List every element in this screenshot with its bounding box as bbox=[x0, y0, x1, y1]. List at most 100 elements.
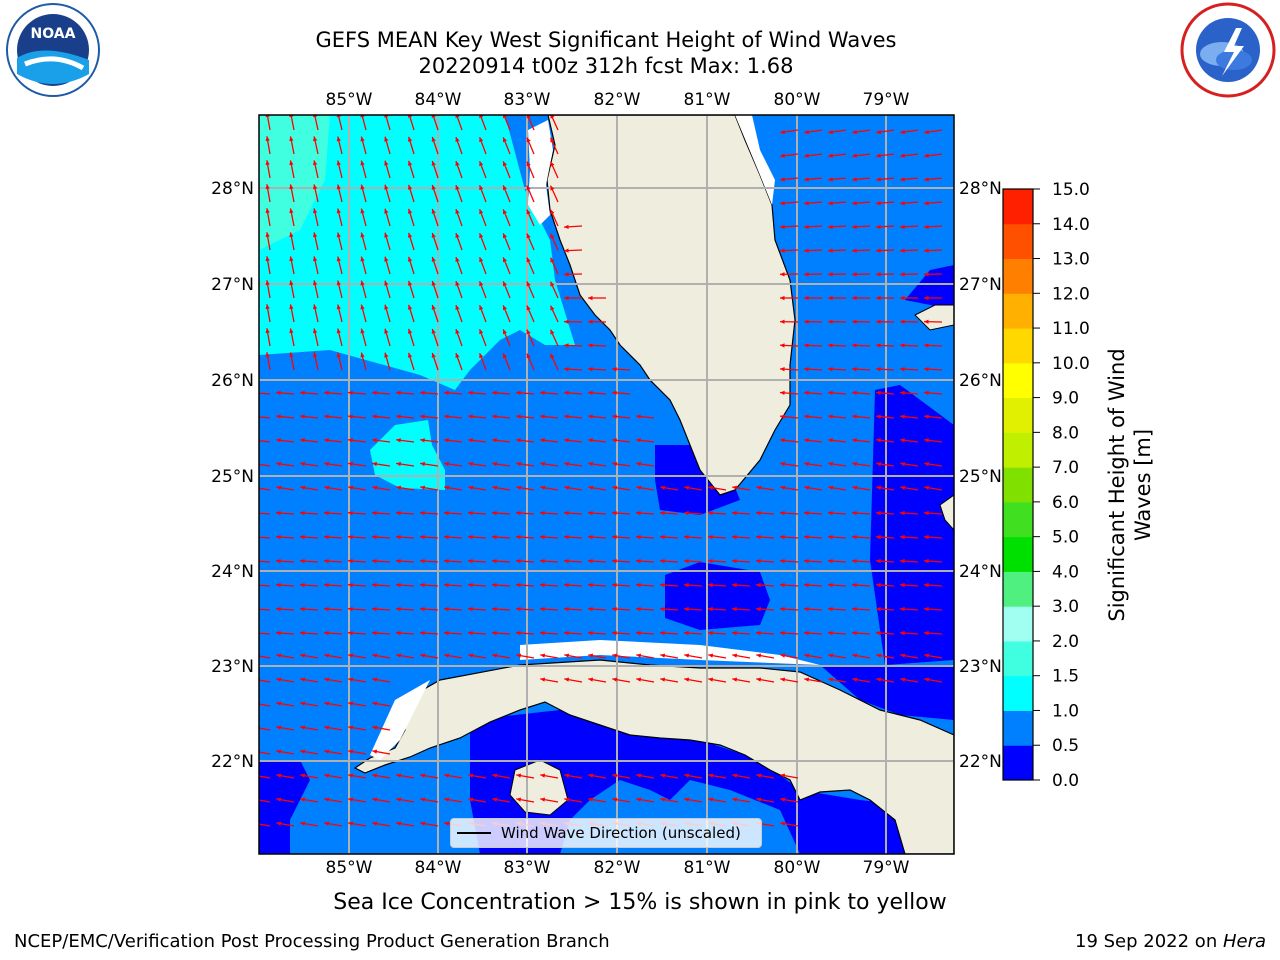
wind-arrow bbox=[659, 510, 679, 516]
wind-arrow bbox=[455, 280, 463, 299]
wind-arrow bbox=[828, 177, 847, 182]
wind-arrow bbox=[348, 438, 367, 443]
wind-arrow bbox=[540, 414, 559, 419]
wind-arrow bbox=[395, 630, 415, 636]
wind-arrow bbox=[516, 797, 535, 803]
colorbar-swatch bbox=[1003, 223, 1033, 260]
wind-arrow bbox=[851, 295, 871, 301]
wind-arrow bbox=[851, 534, 871, 540]
colorbar-title-line1: Significant Height of Wind bbox=[1105, 348, 1129, 621]
lat-tick-label: 25°N bbox=[211, 467, 254, 487]
wind-arrow bbox=[407, 256, 415, 275]
wind-arrow bbox=[659, 582, 679, 588]
wind-arrow bbox=[683, 606, 703, 612]
wind-arrow bbox=[516, 438, 535, 443]
wind-arrow bbox=[563, 367, 583, 372]
wind-arrow bbox=[563, 558, 583, 564]
wind-arrow bbox=[899, 367, 919, 372]
map-frame bbox=[258, 114, 955, 855]
wind-arrow bbox=[732, 773, 751, 779]
wind-arrow bbox=[924, 177, 943, 182]
wind-arrow bbox=[276, 701, 295, 707]
lon-tick-label: 82°W bbox=[594, 90, 641, 110]
wind-arrow bbox=[549, 137, 559, 155]
wind-arrow bbox=[491, 558, 511, 564]
wind-arrow bbox=[275, 630, 295, 636]
colorbar-level-label: 4.0 bbox=[1052, 562, 1079, 582]
wind-arrow bbox=[588, 485, 607, 491]
wind-arrow bbox=[549, 353, 559, 371]
wind-arrow bbox=[588, 390, 607, 396]
wind-arrow bbox=[455, 115, 463, 131]
wind-arrow bbox=[876, 390, 895, 396]
wind-arrow bbox=[336, 256, 343, 275]
wind-arrow bbox=[635, 582, 655, 588]
wind-arrow bbox=[803, 606, 823, 612]
wind-arrow bbox=[587, 510, 607, 516]
cyan-patch bbox=[370, 420, 445, 490]
low-region bbox=[870, 385, 954, 665]
wind-arrow bbox=[779, 558, 799, 564]
wind-arrow bbox=[312, 352, 319, 371]
wind-arrow bbox=[540, 390, 559, 396]
wind-arrow bbox=[899, 248, 919, 253]
wind-arrow bbox=[923, 224, 943, 230]
wind-arrow bbox=[276, 821, 295, 827]
colorbar-level-label: 3.0 bbox=[1052, 597, 1079, 617]
wind-arrow bbox=[564, 414, 583, 419]
wind-arrow bbox=[492, 773, 511, 779]
low-region bbox=[259, 760, 310, 854]
low-region bbox=[665, 562, 770, 630]
wind-arrow bbox=[324, 773, 343, 779]
lat-tick-label: 27°N bbox=[959, 275, 1002, 295]
lat-tick-label: 25°N bbox=[959, 467, 1002, 487]
wind-arrow bbox=[636, 438, 655, 443]
wind-arrow bbox=[780, 677, 799, 683]
lat-tick-label: 27°N bbox=[211, 275, 254, 295]
wind-arrow bbox=[612, 438, 631, 443]
wind-arrow bbox=[732, 797, 751, 803]
wind-arrow bbox=[852, 485, 871, 491]
wind-arrow bbox=[828, 153, 847, 158]
wind-arrow bbox=[526, 281, 535, 299]
wind-arrow bbox=[431, 280, 439, 299]
wind-arrow bbox=[707, 582, 727, 588]
colorbar-swatch bbox=[1003, 258, 1033, 294]
wind-arrow bbox=[827, 295, 847, 301]
wind-arrow bbox=[755, 582, 775, 588]
wind-arrow bbox=[276, 461, 295, 467]
wind-arrow bbox=[491, 510, 511, 516]
wind-arrow bbox=[468, 438, 487, 443]
wind-arrow bbox=[924, 153, 943, 158]
footer-date: 19 Sep 2022 on Hera bbox=[1075, 931, 1266, 952]
colorbar-swatch bbox=[1003, 293, 1033, 329]
wind-arrow bbox=[923, 343, 943, 348]
wind-arrow bbox=[588, 438, 607, 443]
wind-arrow bbox=[420, 438, 439, 443]
wind-arrow bbox=[336, 232, 343, 251]
wind-arrow bbox=[336, 328, 343, 347]
wind-arrow bbox=[587, 558, 607, 564]
wind-arrow bbox=[384, 208, 391, 227]
wind-arrow bbox=[779, 295, 799, 301]
wind-arrow bbox=[803, 319, 823, 324]
wind-arrow bbox=[611, 630, 631, 636]
wind-arrow bbox=[492, 485, 511, 491]
wind-arrow bbox=[407, 328, 415, 347]
wind-arrow bbox=[780, 129, 799, 135]
wind-arrow bbox=[420, 414, 439, 419]
wind-arrow bbox=[780, 773, 799, 779]
wind-arrow bbox=[323, 510, 343, 516]
wind-arrow bbox=[348, 653, 367, 659]
wind-arrow bbox=[611, 534, 631, 540]
nws-logo bbox=[1180, 2, 1276, 98]
lon-tick-label: 79°W bbox=[863, 90, 910, 110]
wind-arrow bbox=[419, 510, 439, 516]
wind-arrow bbox=[372, 485, 391, 491]
wind-arrow bbox=[444, 773, 463, 779]
wind-arrow bbox=[347, 630, 367, 636]
lon-tick-label: 83°W bbox=[504, 90, 551, 110]
wind-arrow bbox=[827, 582, 847, 588]
wind-arrow bbox=[259, 560, 271, 563]
wind-arrow bbox=[780, 414, 799, 419]
